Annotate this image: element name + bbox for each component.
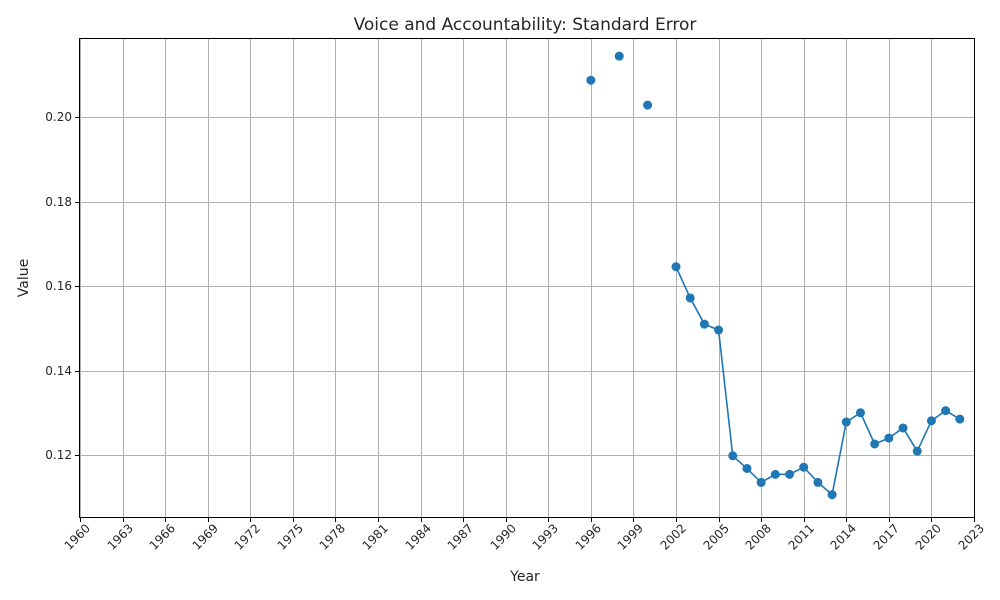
data-point [742,463,752,473]
x-axis-ticks: 1960 1963 1966 1969 1972 1975 1978 1981 1984 1987… [62,517,987,553]
x-axis-label: Year [509,569,540,585]
data-point [855,408,865,418]
y-tick-label: 0.18 [45,195,72,209]
data-point [756,477,766,487]
data-point [714,325,724,335]
series-line-segment [675,266,691,299]
data-point [955,414,965,424]
data-point [770,469,780,479]
chart-title: Voice and Accountability: Standard Error [354,15,697,35]
series-line-segment [831,421,848,495]
series-line-segment [859,412,876,445]
data-point [813,477,823,487]
x-tick-label: 2014 [828,521,859,552]
x-tick-label: 1978 [317,521,348,552]
x-tick-label: 2023 [956,521,987,552]
x-tick-label: 1972 [232,521,263,552]
x-tick-label: 1963 [105,521,136,552]
x-tick-label: 1975 [275,521,306,552]
x-tick-label: 2008 [743,521,774,552]
x-tick-label: 2002 [658,521,689,552]
data-point [614,51,624,61]
series-line-segment [689,297,706,325]
x-tick-label: 1996 [573,521,604,552]
data-point [671,262,681,272]
x-tick-label: 1969 [190,521,221,552]
data-point [941,406,951,416]
y-tick-label: 0.12 [45,448,72,462]
x-tick-label: 1966 [147,521,178,552]
y-axis-ticks: 0.12 0.14 0.16 0.18 0.20 [45,110,80,462]
x-tick-label: 2011 [786,521,817,552]
x-tick-label: 1984 [403,521,434,552]
y-tick-label: 0.20 [45,110,72,124]
series-line-segment [717,329,734,456]
x-tick-label: 2017 [871,521,902,552]
x-tick-label: 2005 [701,521,732,552]
series-line-segment [916,420,933,452]
data-point [799,462,809,472]
data-point [926,416,936,426]
x-tick-label: 1987 [445,521,476,552]
x-tick-label: 1981 [360,521,391,552]
data-point [898,423,908,433]
y-tick-label: 0.14 [45,364,72,378]
x-tick-label: 2020 [913,521,944,552]
data-point [870,439,880,449]
data-point [699,319,709,329]
x-tick-label: 1960 [62,521,93,552]
y-tick-label: 0.16 [45,279,72,293]
x-tick-label: 1990 [488,521,519,552]
data-point [586,75,596,85]
data-point [643,100,653,110]
grid [80,38,975,517]
data-series [586,51,965,500]
data-point [884,433,894,443]
data-point [685,293,695,303]
data-point [728,451,738,461]
data-point [841,417,851,427]
x-tick-label: 1999 [615,521,646,552]
plot-frame [79,38,975,518]
series-line-segment [902,427,918,452]
data-point [912,446,922,456]
data-point [785,469,795,479]
y-axis-label: Value [16,259,32,297]
data-point [827,490,837,500]
x-tick-label: 1993 [530,521,561,552]
